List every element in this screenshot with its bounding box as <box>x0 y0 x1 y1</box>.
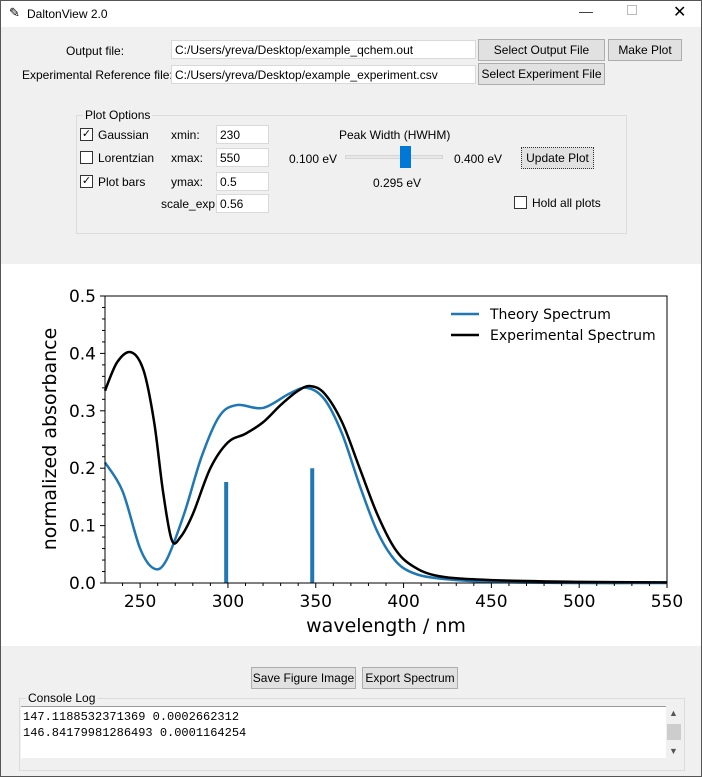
x-tick-label: 500 <box>563 592 595 612</box>
legend-experimental-label: Experimental Spectrum <box>490 328 656 344</box>
lorentzian-label: Lorentzian <box>98 151 155 165</box>
scale-exp-input[interactable]: 0.56 <box>216 194 269 213</box>
feather-icon: ✎ <box>9 5 20 20</box>
hold-all-plots-label: Hold all plots <box>532 196 601 210</box>
slider-value-label: 0.295 eV <box>373 176 422 190</box>
y-tick-label: 0.0 <box>69 574 96 594</box>
experiment-file-input[interactable]: C:/Users/yreva/Desktop/example_experimen… <box>171 65 476 84</box>
plot-bars-label: Plot bars <box>98 175 146 189</box>
output-file-input[interactable]: C:/Users/yreva/Desktop/example_qchem.out <box>171 40 476 59</box>
peak-width-slider[interactable] <box>345 155 443 159</box>
make-plot-button[interactable]: Make Plot <box>608 39 682 61</box>
xmax-label: xmax: <box>171 151 204 165</box>
experimental-spectrum-line <box>103 350 668 584</box>
gaussian-label: Gaussian <box>98 128 149 142</box>
plot-bars-checkbox[interactable]: ✓ <box>80 175 93 188</box>
theory-spectrum-line <box>103 386 668 585</box>
save-figure-button[interactable]: Save Figure Image <box>251 667 356 689</box>
y-tick-label: 0.3 <box>69 402 96 422</box>
console-scrollbar[interactable]: ▲ ▼ <box>666 706 682 758</box>
x-tick-label: 250 <box>124 592 156 612</box>
gaussian-checkbox[interactable]: ✓ <box>80 128 93 141</box>
x-tick-label: 300 <box>212 592 244 612</box>
select-output-file-button[interactable]: Select Output File <box>478 39 605 61</box>
xmin-input[interactable]: 230 <box>216 125 269 144</box>
window-title: DaltonView 2.0 <box>27 7 108 21</box>
plot-canvas: 250 300 350 400 450 500 550 0.0 0.1 0.2 0.3 0.4 0.5 … <box>1 264 701 646</box>
x-tick-label: 350 <box>300 592 332 612</box>
update-plot-button[interactable]: Update Plot <box>521 147 594 169</box>
console-log[interactable]: 147.1188532371369 0.0002662312 146.84179… <box>21 706 666 758</box>
peak-width-title: Peak Width (HWHM) <box>339 128 451 142</box>
x-tick-label: 400 <box>387 592 419 612</box>
maximize-icon[interactable] <box>627 5 637 15</box>
export-spectrum-button[interactable]: Export Spectrum <box>362 667 458 689</box>
title-bar: ✎ DaltonView 2.0 — ✕ <box>1 1 701 27</box>
slider-min-label: 0.100 eV <box>289 152 338 166</box>
scroll-down-icon[interactable]: ▼ <box>669 746 678 756</box>
console-line: 146.84179981286493 0.0001164254 <box>23 726 247 740</box>
legend: Theory Spectrum Experimental Spectrum <box>451 307 656 344</box>
y-tick-label: 0.4 <box>69 344 96 364</box>
console-title: Console Log <box>26 691 98 705</box>
x-tick-label: 450 <box>475 592 507 612</box>
slider-thumb[interactable] <box>400 146 411 168</box>
y-tick-label: 0.2 <box>69 459 96 479</box>
plot-options-title: Plot Options <box>83 108 153 122</box>
plot-options-frame <box>76 115 627 234</box>
scale-exp-label: scale_exp: <box>161 197 219 211</box>
y-tick-label: 0.5 <box>69 287 96 307</box>
console-line: 147.1188532371369 0.0002662312 <box>23 710 240 724</box>
hold-all-plots-checkbox[interactable] <box>514 196 527 209</box>
x-axis-label: wavelength / nm <box>306 615 466 637</box>
select-experiment-file-button[interactable]: Select Experiment File <box>478 63 605 85</box>
slider-max-label: 0.400 eV <box>454 152 503 166</box>
spectrum-chart: 250 300 350 400 450 500 5500.00.10.20.30.40.5 … <box>39 287 683 637</box>
scrollbar-thumb[interactable] <box>667 724 681 740</box>
x-tick-label: 550 <box>651 592 683 612</box>
scroll-up-icon[interactable]: ▲ <box>669 708 678 718</box>
xmax-input[interactable]: 550 <box>216 148 269 167</box>
console-frame <box>19 698 685 771</box>
legend-theory-label: Theory Spectrum <box>489 307 611 323</box>
output-file-label: Output file: <box>66 44 125 58</box>
y-axis-label: normalized absorbance <box>39 328 61 551</box>
close-icon[interactable]: ✕ <box>673 4 687 21</box>
ymax-input[interactable]: 0.5 <box>216 172 269 191</box>
experiment-file-label: Experimental Reference file: <box>22 68 173 82</box>
ymax-label: ymax: <box>171 175 204 189</box>
minimize-icon[interactable]: — <box>579 3 593 19</box>
xmin-label: xmin: <box>171 128 200 142</box>
lorentzian-checkbox[interactable] <box>80 151 93 164</box>
y-tick-label: 0.1 <box>69 517 96 537</box>
